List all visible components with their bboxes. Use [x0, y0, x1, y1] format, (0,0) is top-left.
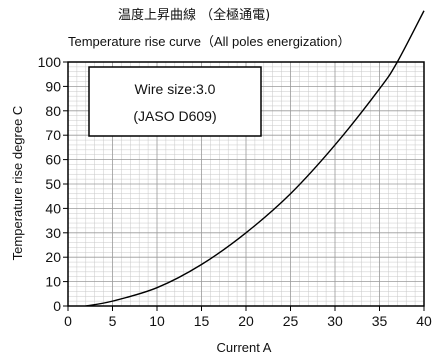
- y-tick-label: 40: [45, 200, 61, 216]
- annotation-line-2: (JASO D609): [133, 108, 216, 124]
- x-axis-ticks: 0 5 10 15 20 25 30 35 40: [64, 306, 432, 329]
- annotation-line-1: Wire size:3.0: [135, 81, 216, 97]
- y-tick-label: 0: [53, 298, 61, 314]
- x-tick-label: 40: [416, 313, 432, 329]
- y-tick-label: 70: [45, 127, 61, 143]
- x-tick-label: 0: [64, 313, 72, 329]
- x-tick-label: 25: [283, 313, 299, 329]
- y-tick-label: 10: [45, 274, 61, 290]
- y-axis-ticks: 0 10 20 30 40 50 60 70 80 90 100: [38, 54, 68, 314]
- chart-title: 温度上昇曲線 （全極通電): [118, 7, 270, 23]
- y-axis-label: Temperature rise degree C: [10, 106, 25, 261]
- x-tick-label: 35: [372, 313, 388, 329]
- x-tick-label: 20: [238, 313, 254, 329]
- x-tick-label: 10: [149, 313, 165, 329]
- x-tick-label: 15: [194, 313, 210, 329]
- x-tick-label: 30: [327, 313, 343, 329]
- y-tick-label: 90: [45, 78, 61, 94]
- y-tick-label: 50: [45, 176, 61, 192]
- y-tick-label: 60: [45, 152, 61, 168]
- y-tick-label: 100: [38, 54, 62, 70]
- x-tick-label: 5: [109, 313, 117, 329]
- y-tick-label: 30: [45, 225, 61, 241]
- y-tick-label: 20: [45, 249, 61, 265]
- y-tick-label: 80: [45, 103, 61, 119]
- annotation-box: [89, 67, 261, 136]
- x-axis-label: Current A: [217, 340, 272, 355]
- chart-subtitle: Temperature rise curve（All poles energiz…: [68, 34, 351, 49]
